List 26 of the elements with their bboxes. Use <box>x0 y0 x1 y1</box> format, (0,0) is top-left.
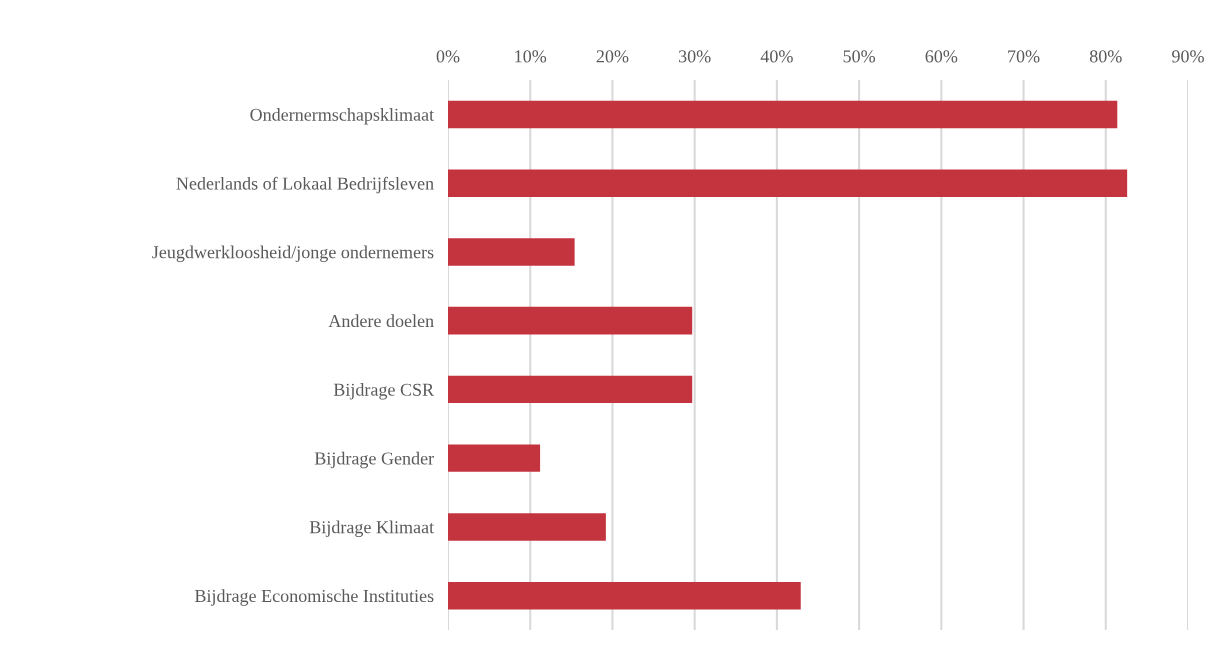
y-tick-label: Bijdrage CSR <box>333 383 435 400</box>
bar <box>448 375 693 404</box>
bar <box>448 169 1128 197</box>
x-tick-label: 50% <box>843 50 876 63</box>
x-tick-label: 10% <box>515 50 547 63</box>
x-tick-label: 40% <box>760 50 793 63</box>
y-tick-label: Nederlands of Lokaal Bedrijfsleven <box>176 176 434 194</box>
x-tick-label: 0% <box>436 50 460 63</box>
y-tick-label: Andere doelen <box>328 314 434 328</box>
y-tick-label: Bijdrage Klimaat <box>309 520 434 538</box>
y-tick-label: Bijdrage Gender <box>314 451 434 469</box>
bar <box>448 513 606 541</box>
y-tick-label: Ondernermschapsklimaat <box>250 108 434 125</box>
y-tick-label: Bijdrage Economische Instituties <box>194 589 434 606</box>
bar <box>448 581 801 610</box>
x-tick-label: 20% <box>596 50 629 63</box>
x-tick-label: 80% <box>1089 50 1122 63</box>
bar <box>448 444 541 472</box>
bar <box>448 306 693 335</box>
x-tick-label: 90% <box>1172 50 1204 63</box>
x-tick-label: 30% <box>678 50 711 63</box>
bar <box>448 100 1118 129</box>
y-tick-label: Jeugdwerkloosheid/jonge ondernemers <box>152 245 434 263</box>
bar <box>448 238 575 266</box>
x-tick-label: 70% <box>1008 50 1040 63</box>
x-tick-label: 60% <box>925 50 958 63</box>
